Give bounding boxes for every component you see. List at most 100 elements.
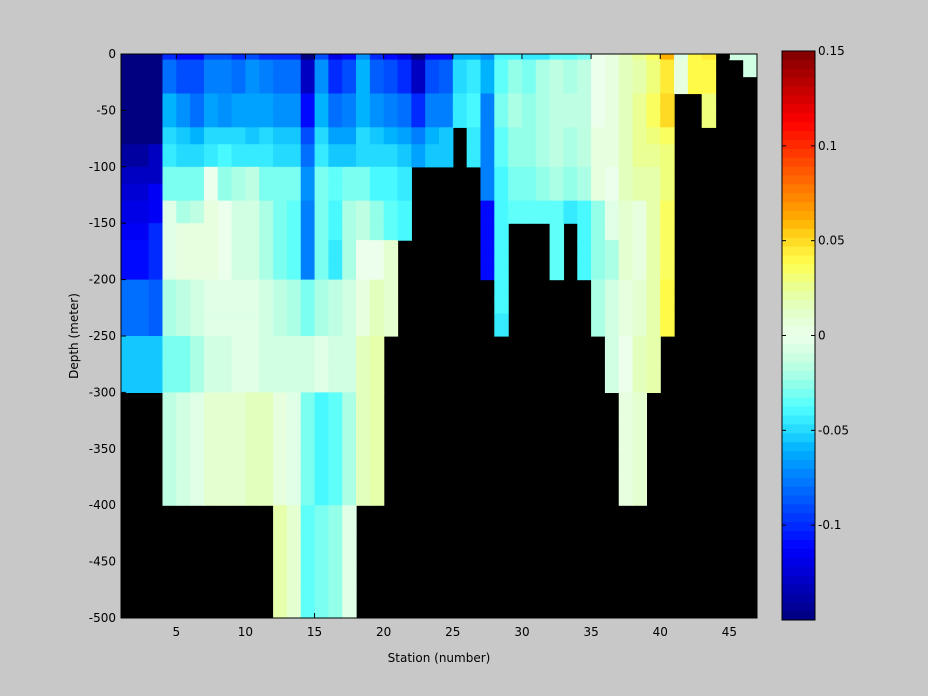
heatmap-cell bbox=[618, 127, 634, 145]
heatmap-cell bbox=[535, 93, 551, 111]
heatmap-cell bbox=[342, 561, 357, 591]
heatmap-cell bbox=[286, 336, 302, 365]
heatmap-cell bbox=[466, 59, 482, 78]
heatmap-cell bbox=[314, 589, 329, 619]
heatmap-cell bbox=[273, 561, 288, 591]
heatmap-cell bbox=[300, 477, 316, 506]
heatmap-cell bbox=[245, 240, 260, 258]
heatmap-cell bbox=[148, 54, 164, 61]
heatmap-cell bbox=[273, 533, 288, 563]
y-tick-label: -500 bbox=[89, 611, 116, 625]
heatmap-cell bbox=[190, 257, 205, 281]
heatmap-cell bbox=[356, 477, 371, 506]
heatmap-cell bbox=[231, 392, 247, 422]
heatmap-cell bbox=[535, 183, 551, 202]
heatmap-cell bbox=[577, 59, 592, 78]
heatmap-cell bbox=[425, 59, 440, 78]
heatmap-cell bbox=[549, 166, 565, 185]
heatmap-cell bbox=[121, 127, 150, 145]
heatmap-cell bbox=[286, 144, 302, 168]
heatmap-cell bbox=[369, 144, 385, 168]
heatmap-cell bbox=[535, 76, 551, 95]
heatmap-cell bbox=[176, 110, 191, 128]
heatmap-cell bbox=[217, 313, 233, 337]
colorbar-band bbox=[782, 175, 815, 185]
colorbar-band bbox=[782, 548, 815, 559]
heatmap-cell bbox=[176, 200, 191, 224]
heatmap-cell bbox=[217, 336, 233, 365]
heatmap-cell bbox=[356, 420, 371, 450]
heatmap-cell bbox=[259, 166, 274, 185]
heatmap-cell bbox=[300, 257, 316, 281]
colorbar-band bbox=[782, 282, 815, 292]
heatmap-cell bbox=[701, 59, 717, 78]
heatmap-cell bbox=[369, 279, 385, 298]
heatmap-cell bbox=[245, 257, 260, 281]
heatmap-cell bbox=[314, 420, 329, 450]
heatmap-cell bbox=[300, 76, 316, 95]
colorbar-band bbox=[782, 193, 815, 203]
heatmap-cell bbox=[203, 240, 219, 258]
heatmap-cell bbox=[314, 223, 329, 241]
colorbar-ticks: 0.15 0.1 0.05 0 -0.05 -0.1 bbox=[782, 44, 849, 532]
heatmap-cell bbox=[618, 110, 634, 128]
colorbar-band bbox=[782, 202, 815, 212]
heatmap-cell bbox=[494, 127, 509, 145]
heatmap-cell bbox=[356, 54, 371, 61]
heatmap-cell bbox=[549, 127, 565, 145]
heatmap-cell bbox=[259, 127, 274, 145]
y-tick-label: -150 bbox=[89, 216, 116, 230]
heatmap-cell bbox=[425, 127, 440, 145]
heatmap-cell bbox=[190, 59, 205, 78]
heatmap-cell bbox=[217, 240, 233, 258]
heatmap-cell bbox=[646, 200, 661, 224]
heatmap-cell bbox=[300, 313, 316, 337]
heatmap-cell bbox=[286, 166, 302, 185]
heatmap-cell bbox=[300, 561, 316, 591]
heatmap-cell bbox=[300, 336, 316, 365]
colorbar-band bbox=[782, 602, 815, 612]
heatmap-cell bbox=[162, 144, 177, 168]
heatmap-cell bbox=[342, 420, 357, 450]
heatmap-cell bbox=[549, 240, 565, 258]
heatmap-cell bbox=[411, 93, 426, 111]
heatmap-cell bbox=[190, 364, 205, 393]
colorbar-band bbox=[782, 51, 815, 61]
x-tick-label: 15 bbox=[307, 625, 322, 639]
heatmap-cell bbox=[203, 144, 219, 168]
heatmap-cell bbox=[217, 110, 233, 128]
heatmap-cell bbox=[300, 533, 316, 563]
heatmap-cell bbox=[245, 364, 260, 393]
colorbar-band bbox=[782, 379, 815, 390]
heatmap-cell bbox=[245, 110, 260, 128]
colorbar-band bbox=[782, 166, 815, 176]
colorbar-band bbox=[782, 291, 815, 301]
heatmap-cell bbox=[494, 279, 509, 298]
heatmap-cell bbox=[176, 313, 191, 337]
colorbar-band bbox=[782, 611, 815, 621]
heatmap-cell bbox=[521, 54, 537, 61]
heatmap-cell bbox=[632, 93, 647, 111]
y-tick-label: -300 bbox=[89, 385, 116, 399]
heatmap-cell bbox=[245, 93, 260, 111]
heatmap-cell bbox=[660, 240, 675, 258]
heatmap-cell bbox=[245, 313, 260, 337]
heatmap-cell bbox=[356, 200, 371, 224]
heatmap-cell bbox=[314, 76, 329, 95]
heatmap-cell bbox=[577, 127, 592, 145]
heatmap-cell bbox=[190, 392, 205, 422]
heatmap-plot-area bbox=[120, 53, 758, 619]
heatmap-cell bbox=[549, 93, 565, 111]
heatmap-cell bbox=[452, 76, 468, 95]
heatmap-cell bbox=[508, 54, 523, 61]
heatmap-cell bbox=[148, 336, 164, 365]
heatmap-cell bbox=[369, 166, 385, 185]
heatmap-cell bbox=[286, 477, 302, 506]
heatmap-cell bbox=[369, 127, 385, 145]
heatmap-cell bbox=[203, 110, 219, 128]
y-axis-ticks: 0 -50 -100 -150 -200 -250 -300 -350 -400 -450 -500 bbox=[89, 47, 757, 625]
heatmap-cell bbox=[383, 200, 399, 224]
heatmap-cell bbox=[591, 279, 606, 298]
heatmap-cell bbox=[203, 296, 219, 315]
heatmap-cell bbox=[369, 59, 385, 78]
